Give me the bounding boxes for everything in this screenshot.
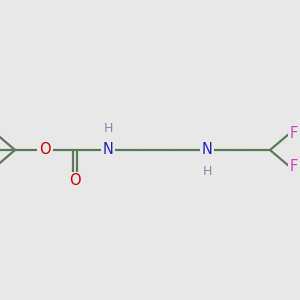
Text: H: H bbox=[202, 165, 212, 178]
Text: F: F bbox=[290, 159, 298, 174]
Text: N: N bbox=[202, 142, 212, 158]
Text: F: F bbox=[290, 126, 298, 141]
Text: H: H bbox=[103, 122, 113, 135]
Text: N: N bbox=[103, 142, 113, 158]
Text: O: O bbox=[39, 142, 51, 158]
Text: O: O bbox=[69, 173, 81, 188]
